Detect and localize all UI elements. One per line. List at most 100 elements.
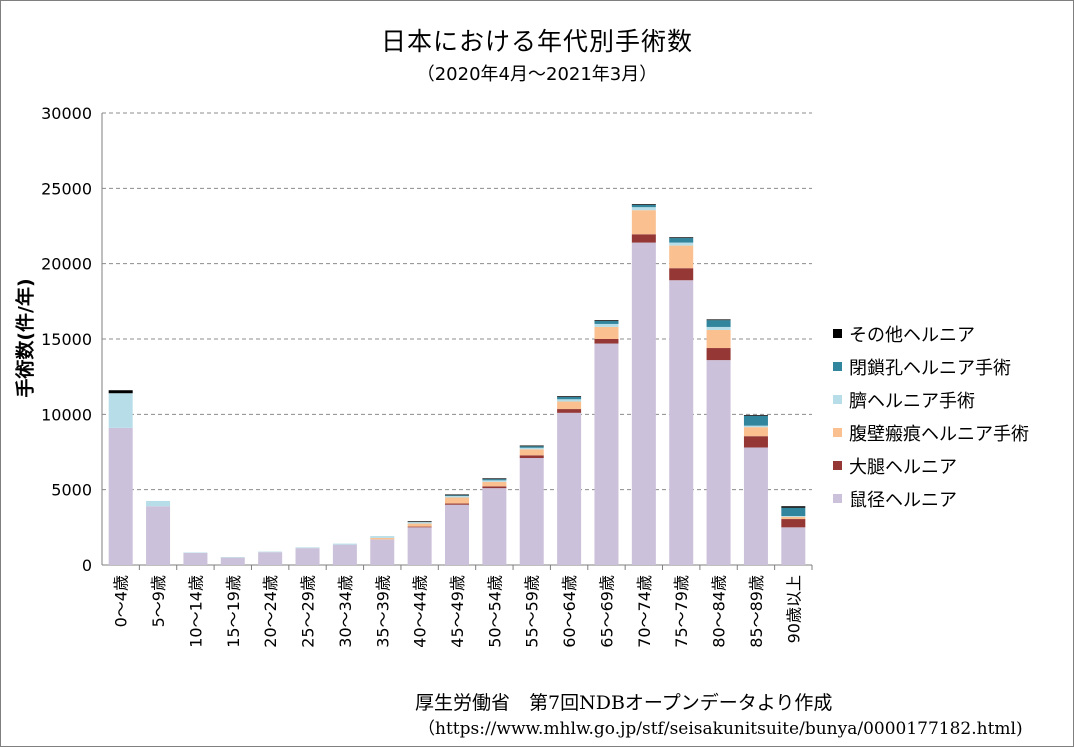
bar-segment: [220, 557, 245, 558]
bar-segment: [669, 242, 694, 246]
bar-segment: [743, 415, 768, 416]
x-tick-label: 35〜39歳: [373, 575, 392, 648]
y-tick-label: 20000: [41, 255, 92, 274]
bar-segment: [519, 458, 544, 565]
legend-swatch: [833, 494, 842, 503]
bar-segment: [781, 527, 806, 565]
bar-segment: [706, 319, 731, 321]
bar-segment: [557, 412, 582, 565]
bar-segment: [482, 479, 507, 481]
bar-segment: [445, 495, 469, 496]
bar-segment: [743, 436, 768, 448]
bar-segment: [669, 268, 694, 281]
bar-segment: [482, 486, 507, 489]
bar-segment: [370, 537, 395, 540]
bar-segment: [146, 500, 171, 507]
bar-segment: [332, 544, 357, 565]
bar-segment: [594, 343, 619, 565]
y-tick-label: 0: [82, 556, 92, 575]
bar-segment: [557, 396, 582, 398]
legend-swatch: [833, 461, 842, 470]
source-note: 厚生労働省 第7回NDBオープンデータより作成: [415, 692, 833, 714]
bar-segment: [743, 427, 768, 437]
legend-swatch: [833, 395, 842, 404]
bar-segment: [519, 446, 544, 448]
bar-segment: [332, 543, 357, 545]
bar-segment: [407, 526, 432, 528]
y-tick-label: 15000: [41, 330, 92, 349]
bar-segment: [706, 320, 731, 327]
chart-subtitle: （2020年4月〜2021年3月）: [416, 64, 658, 85]
x-tick-label: 25〜29歳: [299, 575, 318, 648]
bar-segment: [258, 552, 283, 565]
x-tick-label: 0〜4歳: [112, 575, 131, 627]
x-tick-label: 50〜54歳: [485, 575, 504, 648]
x-tick-label: 45〜49歳: [448, 575, 467, 648]
x-tick-label: 20〜24歳: [261, 575, 280, 648]
x-tick-label: 30〜34歳: [336, 575, 355, 648]
bar-segment: [669, 245, 694, 269]
legend-entry: その他ヘルニア: [849, 325, 975, 346]
x-tick-label: 55〜59歳: [523, 575, 542, 648]
bar-segment: [781, 506, 806, 508]
y-tick-label: 30000: [41, 104, 92, 123]
bar-segment: [482, 488, 507, 565]
bar-segment: [594, 320, 619, 321]
bar-segment: [370, 539, 395, 565]
x-tick-label: 40〜44歳: [411, 575, 430, 648]
bar-segment: [557, 401, 582, 410]
bar-segment: [407, 522, 432, 524]
legend-entry: 大腿ヘルニア: [849, 457, 957, 478]
bar-segment: [743, 447, 768, 565]
legend-swatch: [833, 329, 842, 338]
x-tick-label: 5〜9歳: [149, 575, 168, 627]
bar-segment: [631, 204, 656, 208]
legend-entry: 鼠径ヘルニア: [849, 490, 957, 511]
bar-segment: [669, 237, 694, 239]
x-tick-label: 15〜19歳: [224, 575, 243, 648]
y-tick-label: 25000: [41, 179, 92, 198]
bar-segment: [445, 503, 469, 505]
bar-segment: [631, 210, 656, 235]
bar-segment: [594, 326, 619, 339]
bar-segment: [370, 536, 395, 538]
y-tick-label: 5000: [51, 481, 92, 500]
x-tick-label: 85〜89歳: [747, 575, 766, 648]
chart-title: 日本における年代別手術数: [380, 27, 693, 56]
bar-segment: [743, 425, 768, 428]
y-tick-label: 10000: [41, 405, 92, 424]
x-tick-label: 75〜79歳: [672, 575, 691, 648]
bar-segment: [407, 523, 432, 527]
bar-segment: [519, 447, 544, 450]
bar-segment: [519, 449, 544, 456]
x-tick-label: 60〜64歳: [560, 575, 579, 648]
bar-segment: [183, 552, 208, 565]
bar-segment: [295, 548, 320, 565]
bar-segment: [781, 507, 806, 517]
x-tick-label: 70〜74歳: [635, 575, 654, 648]
x-tick-label: 65〜69歳: [597, 575, 616, 648]
bar-segment: [781, 519, 806, 528]
bar-segment: [108, 427, 133, 565]
bar-segment: [519, 445, 544, 447]
bar-segment: [445, 497, 469, 504]
bar-segment: [594, 320, 619, 324]
bar-segment: [445, 504, 469, 565]
bar-segment: [108, 393, 133, 428]
bar-segment: [220, 557, 245, 565]
bar-segment: [407, 521, 432, 523]
bar-segment: [669, 238, 694, 243]
x-tick-label: 10〜14歳: [186, 575, 205, 648]
bar-segment: [706, 348, 731, 361]
legend-swatch: [833, 362, 842, 371]
bar-segment: [146, 506, 171, 565]
bar-segment: [631, 207, 656, 211]
x-tick-label: 90歳以上: [784, 575, 803, 643]
bar-segment: [557, 399, 582, 402]
bar-segment: [706, 326, 731, 330]
bar-segment: [781, 516, 806, 517]
source-url: （https://www.mhlw.go.jp/stf/seisakunitsu…: [418, 719, 1023, 739]
bar-segment: [781, 516, 806, 520]
bar-segment: [445, 494, 469, 496]
